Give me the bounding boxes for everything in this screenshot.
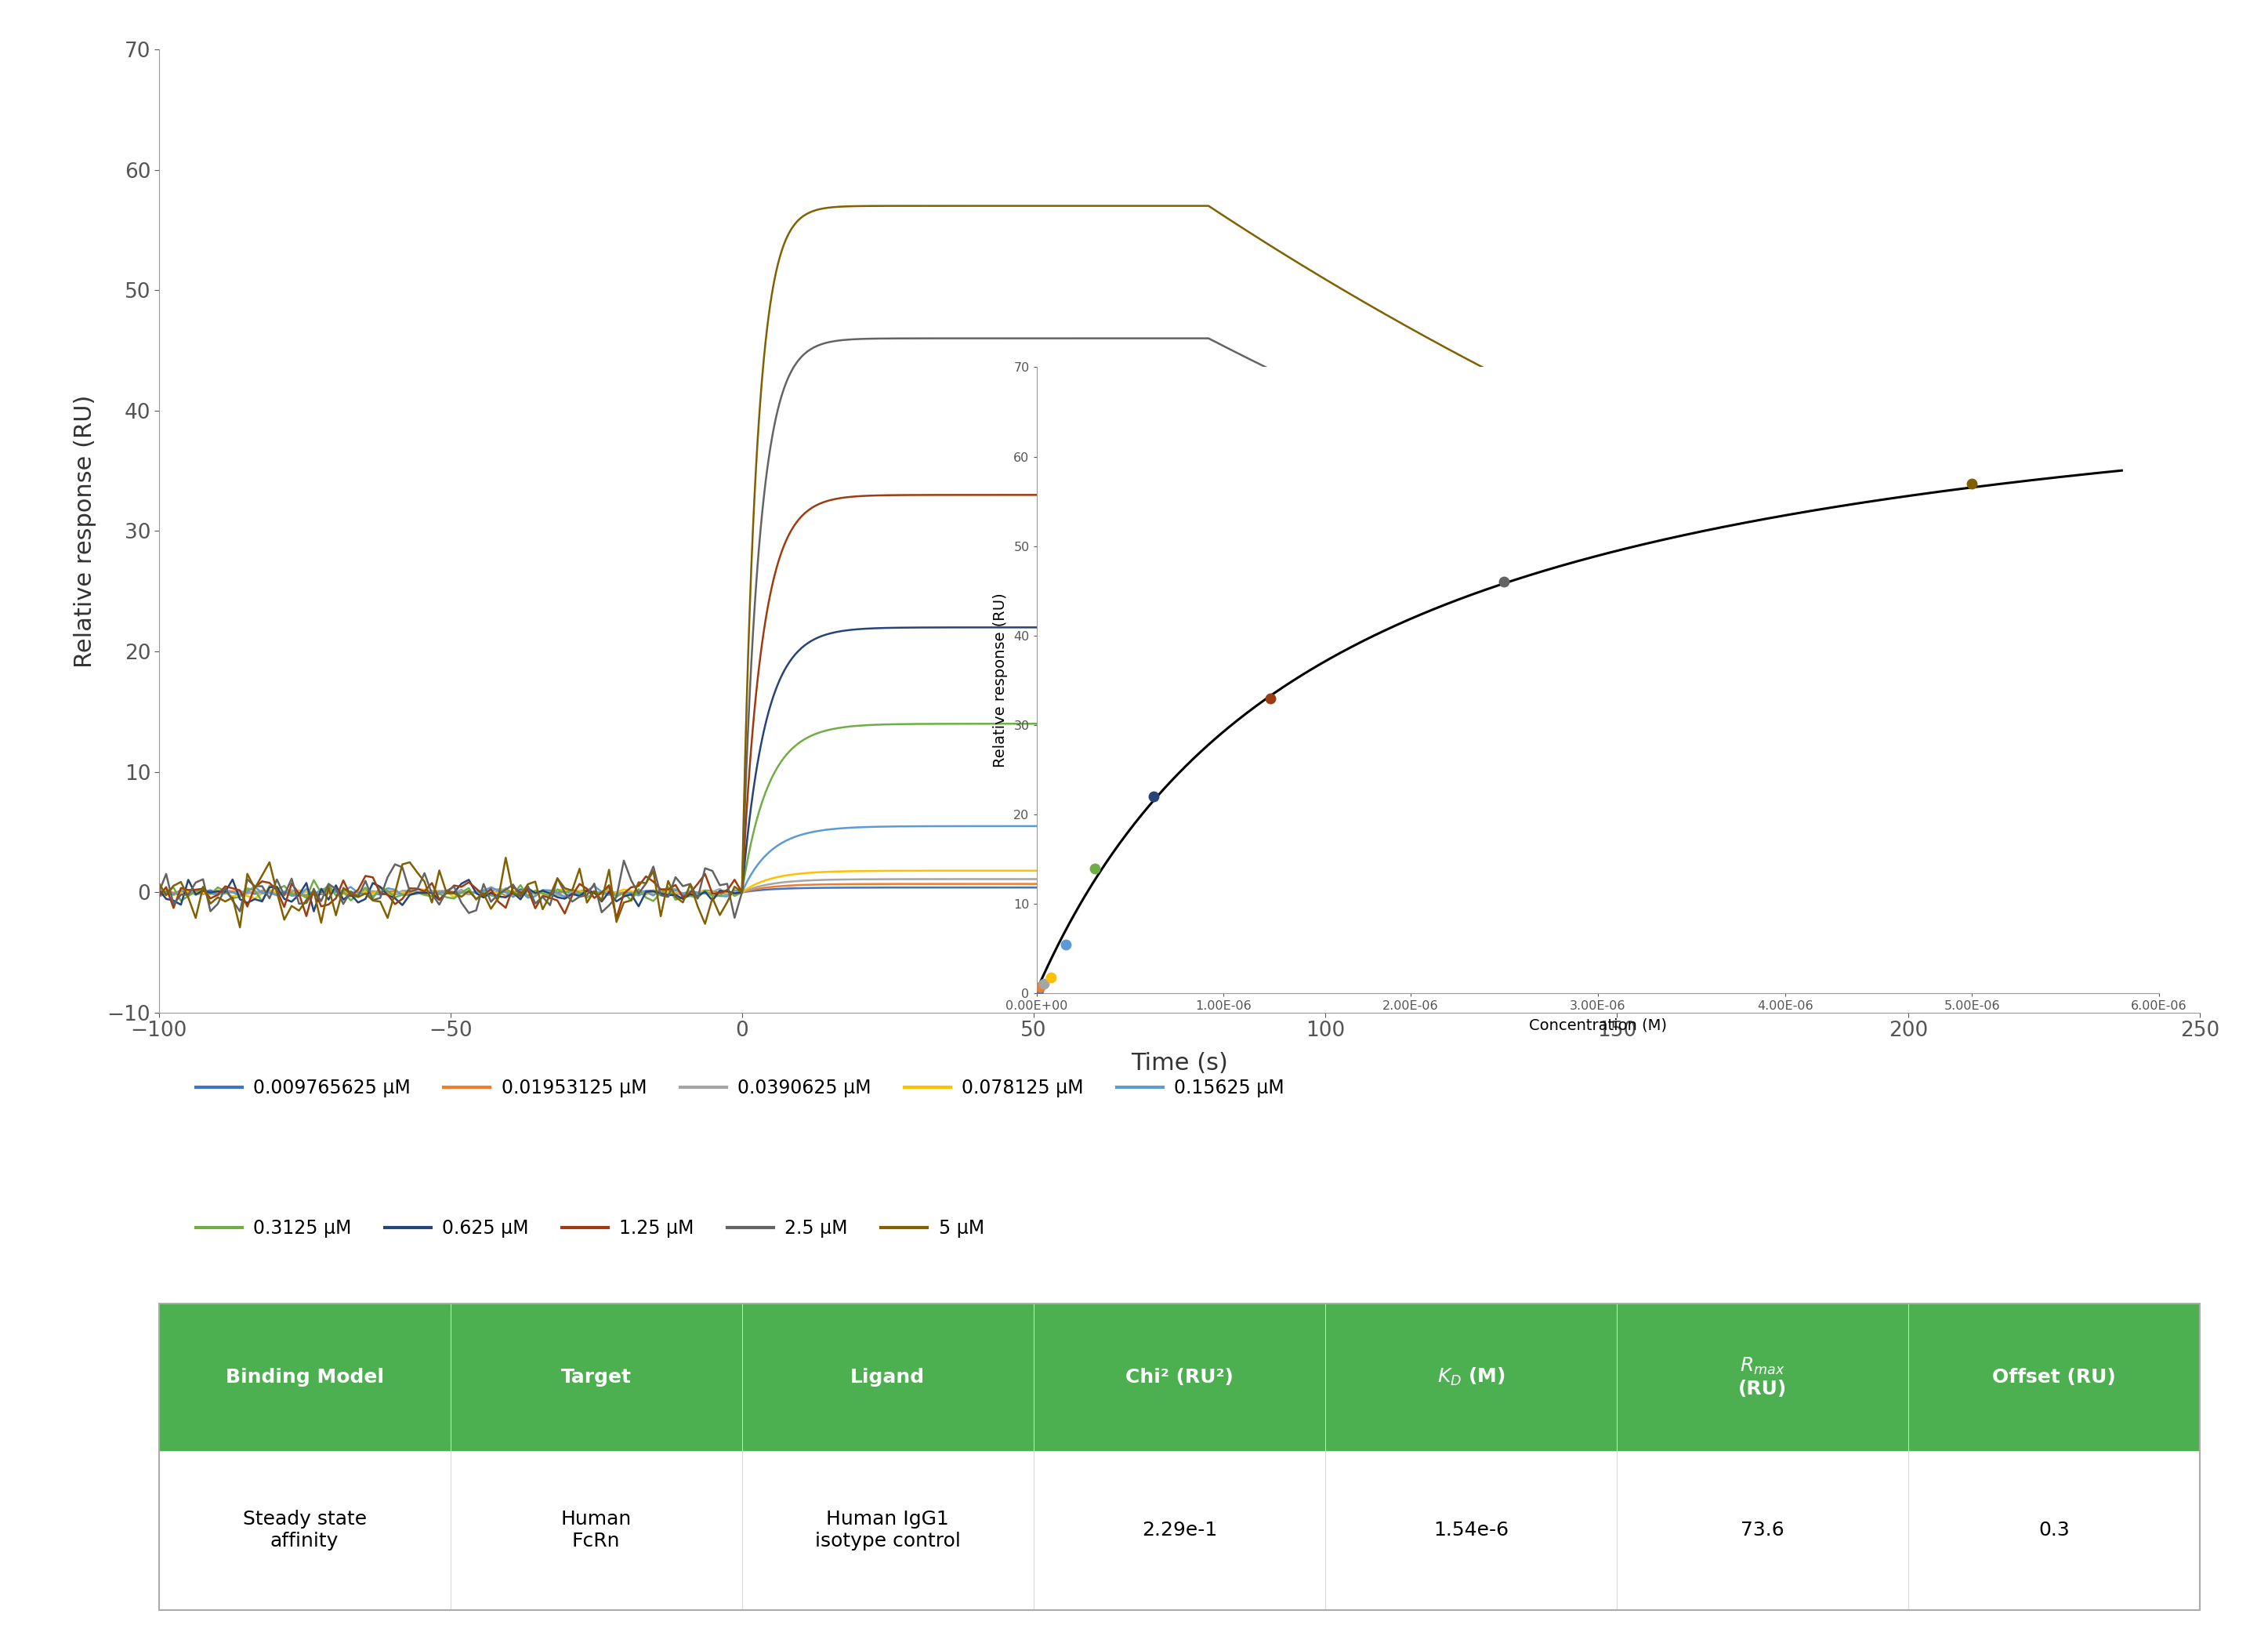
Bar bbox=[451, 1303, 742, 1451]
Text: Target: Target bbox=[560, 1367, 631, 1387]
Bar bbox=[159, 1303, 451, 1451]
Bar bbox=[1034, 1303, 1325, 1451]
Text: Ligand: Ligand bbox=[850, 1367, 925, 1387]
Text: Chi² (RU²): Chi² (RU²) bbox=[1125, 1367, 1234, 1387]
Bar bbox=[159, 1451, 451, 1610]
Text: Human IgG1
isotype control: Human IgG1 isotype control bbox=[814, 1510, 962, 1551]
Bar bbox=[1617, 1451, 1907, 1610]
Text: $K_D$ (M): $K_D$ (M) bbox=[1438, 1367, 1506, 1388]
Bar bbox=[742, 1451, 1034, 1610]
Text: Human
FcRn: Human FcRn bbox=[560, 1510, 631, 1551]
Text: $R_{max}$
(RU): $R_{max}$ (RU) bbox=[1737, 1355, 1787, 1398]
Bar bbox=[1325, 1451, 1617, 1610]
Text: 2.29e-1: 2.29e-1 bbox=[1141, 1521, 1218, 1539]
X-axis label: Time (s): Time (s) bbox=[1132, 1052, 1227, 1075]
Text: Binding Model: Binding Model bbox=[225, 1367, 383, 1387]
Text: 0.3: 0.3 bbox=[2039, 1521, 2071, 1539]
Bar bbox=[1907, 1303, 2200, 1451]
Bar bbox=[1034, 1451, 1325, 1610]
Bar bbox=[742, 1303, 1034, 1451]
Y-axis label: Relative response (RU): Relative response (RU) bbox=[73, 394, 95, 667]
Text: 73.6: 73.6 bbox=[1742, 1521, 1785, 1539]
Bar bbox=[1907, 1451, 2200, 1610]
Text: 1.54e-6: 1.54e-6 bbox=[1433, 1521, 1508, 1539]
Bar bbox=[451, 1451, 742, 1610]
Legend: 0.3125 μM, 0.625 μM, 1.25 μM, 2.5 μM, 5 μM: 0.3125 μM, 0.625 μM, 1.25 μM, 2.5 μM, 5 … bbox=[188, 1211, 991, 1245]
Text: Offset (RU): Offset (RU) bbox=[1991, 1367, 2116, 1387]
Text: Steady state
affinity: Steady state affinity bbox=[243, 1510, 367, 1551]
Bar bbox=[1617, 1303, 1907, 1451]
Bar bbox=[1325, 1303, 1617, 1451]
